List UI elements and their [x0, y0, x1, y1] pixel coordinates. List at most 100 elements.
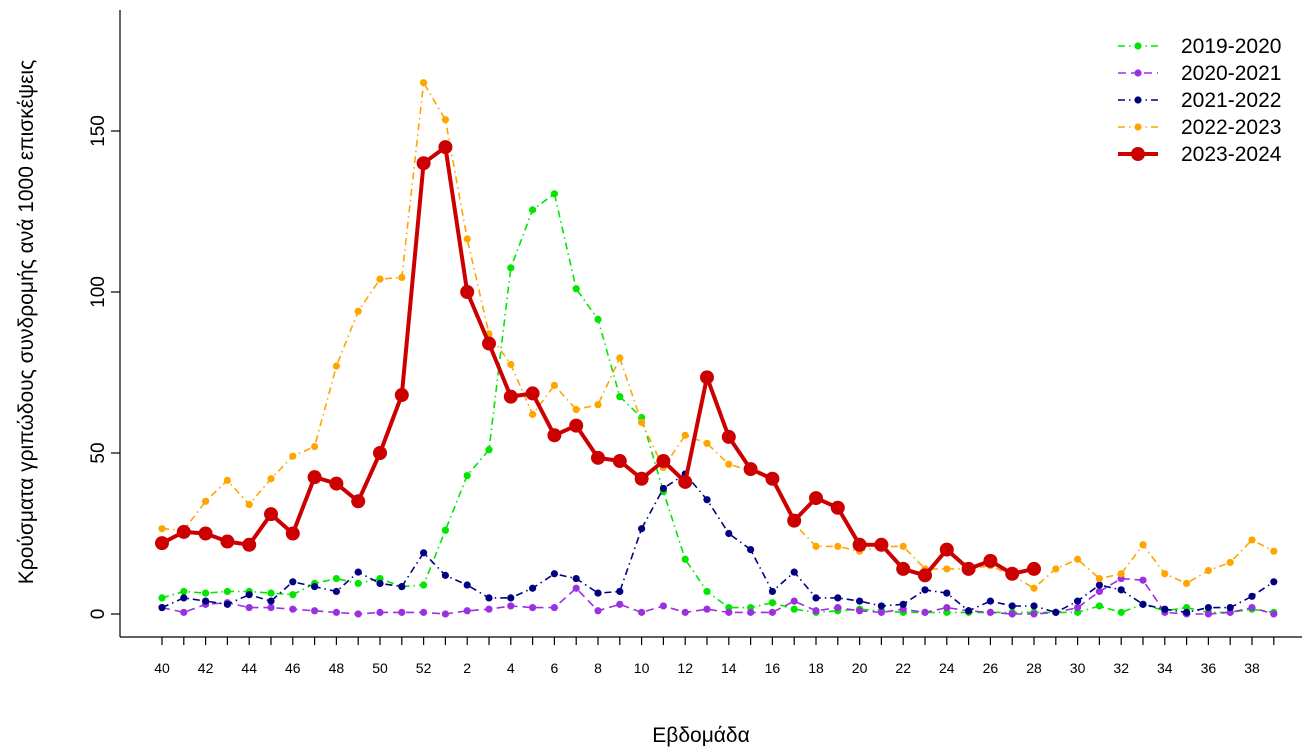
data-point — [176, 524, 191, 539]
data-point — [1161, 570, 1169, 578]
data-point — [943, 589, 951, 597]
data-point — [398, 608, 406, 616]
data-point — [961, 561, 976, 576]
data-point — [1117, 570, 1125, 578]
data-point — [830, 500, 845, 515]
data-point — [332, 608, 340, 616]
data-point — [329, 476, 344, 491]
y-tick-label: 150 — [88, 115, 109, 147]
data-point — [463, 235, 471, 243]
data-point — [743, 462, 758, 477]
data-point — [594, 401, 602, 409]
x-tick-label: 36 — [1201, 660, 1217, 676]
legend-marker — [1134, 69, 1142, 77]
data-point — [877, 608, 886, 616]
data-point — [747, 608, 755, 616]
data-point — [594, 607, 602, 615]
data-point — [612, 454, 627, 469]
data-point — [703, 605, 711, 613]
data-point — [550, 381, 559, 389]
data-point — [616, 354, 624, 362]
data-point — [703, 587, 711, 596]
data-point — [351, 494, 366, 509]
data-point — [1074, 603, 1082, 612]
x-tick-label: 46 — [285, 660, 301, 676]
data-point — [1139, 576, 1147, 584]
data-point — [638, 608, 646, 616]
legend: 2019-2020 2020-2021 2021-2022 2022-2023 2023… — [1118, 35, 1282, 166]
data-point — [1074, 597, 1082, 605]
data-point — [572, 285, 580, 293]
data-point — [721, 429, 736, 444]
data-point — [1095, 587, 1103, 596]
data-point — [245, 500, 253, 509]
data-point — [616, 600, 624, 608]
data-point — [1226, 558, 1234, 567]
data-point — [441, 116, 449, 124]
data-point — [289, 605, 297, 613]
data-point — [747, 546, 755, 554]
data-point — [899, 600, 907, 608]
data-point — [307, 470, 322, 485]
data-point — [943, 603, 951, 612]
data-point — [572, 405, 580, 414]
data-point — [787, 513, 802, 528]
y-tick-label: 0 — [88, 609, 109, 620]
data-point — [1248, 592, 1256, 600]
data-point — [420, 549, 428, 557]
data-point — [289, 452, 297, 460]
data-point — [616, 587, 624, 596]
data-point — [899, 542, 907, 550]
data-point — [529, 206, 537, 214]
data-point — [768, 599, 777, 607]
data-point — [354, 307, 362, 315]
data-point — [289, 578, 297, 586]
legend-label: 2019-2020 — [1181, 35, 1281, 58]
data-point — [725, 460, 733, 468]
series-line — [161, 473, 1275, 614]
data-point — [681, 431, 689, 439]
data-point — [394, 388, 409, 403]
x-tick-label: 28 — [1026, 660, 1042, 676]
legend-label: 2023-2024 — [1181, 143, 1282, 166]
data-point — [267, 603, 275, 612]
data-point — [1052, 565, 1060, 573]
data-point — [1074, 555, 1082, 563]
y-axis: 0 50 100 150 — [88, 10, 121, 637]
data-point — [986, 597, 995, 605]
data-point — [420, 608, 428, 616]
data-point — [547, 428, 562, 443]
series-line — [161, 577, 1275, 615]
series-line — [161, 145, 1035, 578]
legend-label: 2021-2022 — [1181, 89, 1281, 112]
data-point — [834, 594, 842, 602]
data-point — [1008, 602, 1016, 610]
data-point — [939, 542, 954, 557]
data-point — [1139, 600, 1147, 608]
data-point — [485, 446, 493, 454]
data-point — [202, 589, 210, 597]
data-point — [1204, 610, 1212, 618]
data-point — [1117, 608, 1125, 616]
data-point — [420, 79, 428, 87]
x-tick-label: 16 — [765, 660, 781, 676]
data-point — [659, 602, 668, 610]
data-point — [1270, 547, 1278, 555]
data-point — [376, 608, 384, 616]
data-point — [1030, 602, 1038, 610]
data-point — [285, 526, 300, 541]
data-point — [332, 574, 340, 583]
data-point — [678, 474, 693, 489]
data-point — [311, 583, 319, 591]
x-tick-label: 44 — [241, 660, 257, 676]
series-group — [155, 79, 1278, 618]
data-point — [681, 555, 689, 563]
legend-marker — [1134, 96, 1142, 104]
data-point — [768, 608, 777, 616]
data-point — [503, 389, 518, 404]
data-point — [569, 418, 584, 433]
x-tick-label: 24 — [939, 660, 955, 676]
y-tick-label: 100 — [88, 276, 109, 308]
x-tick-label: 4 — [507, 660, 515, 676]
data-point — [245, 591, 253, 599]
